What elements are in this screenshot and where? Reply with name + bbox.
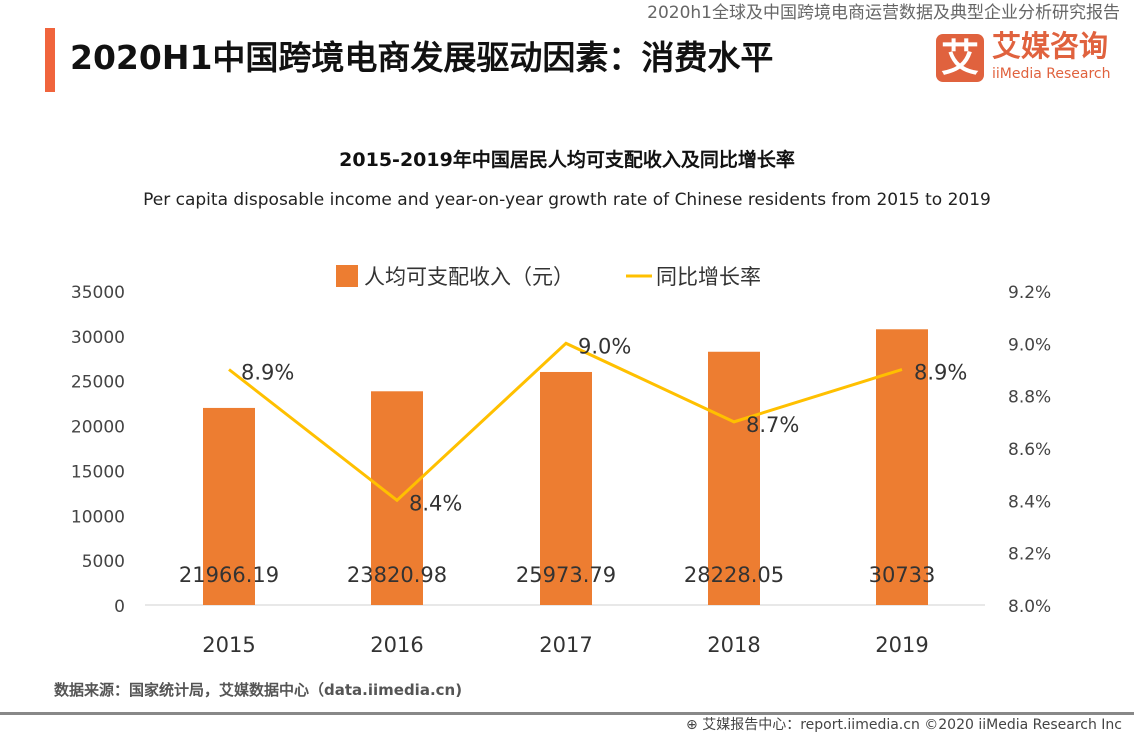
footer-credit-text: 艾媒报告中心：report.iimedia.cn ©2020 iiMedia R… xyxy=(702,717,1122,733)
growth-line xyxy=(228,341,903,503)
growth-value-label: 8.4% xyxy=(409,491,462,515)
left-tick-label: 35000 xyxy=(71,283,125,303)
footer-credit: ⊕ 艾媒报告中心：report.iimedia.cn ©2020 iiMedia… xyxy=(686,716,1122,734)
growth-value-label: 8.9% xyxy=(914,361,967,385)
left-tick-label: 20000 xyxy=(71,418,125,438)
right-tick-label: 8.2% xyxy=(1008,545,1051,565)
logo-text-cn: 艾媒咨询 xyxy=(992,29,1109,63)
report-name: 2020h1全球及中国跨境电商运营数据及典型企业分析研究报告 xyxy=(647,3,1120,23)
bar xyxy=(708,351,760,605)
right-tick-label: 9.2% xyxy=(1008,283,1051,303)
globe-icon: ⊕ xyxy=(686,717,698,733)
x-tick-label: 2015 xyxy=(202,633,255,657)
legend-bar-swatch xyxy=(336,265,358,287)
logo-text-en: iiMedia Research xyxy=(992,66,1111,82)
bar-value-label: 23820.98 xyxy=(347,563,447,587)
bar xyxy=(371,391,423,605)
footer-divider xyxy=(0,712,1134,715)
logo-icon: 艾 xyxy=(936,34,984,82)
growth-value-label: 9.0% xyxy=(578,334,631,358)
chart-title: 2015-2019年中国居民人均可支配收入及同比增长率 xyxy=(339,149,795,171)
left-tick-label: 15000 xyxy=(71,462,125,482)
bar-value-label: 28228.05 xyxy=(684,563,784,587)
bar-value-label: 25973.79 xyxy=(516,563,616,587)
page-title: 2020H1中国跨境电商发展驱动因素：消费水平 xyxy=(70,38,774,77)
left-tick-label: 0 xyxy=(114,597,125,617)
data-source: 数据来源：国家统计局，艾媒数据中心（data.iimedia.cn) xyxy=(54,681,463,699)
chart-subtitle: Per capita disposable income and year-on… xyxy=(143,190,991,210)
x-tick-label: 2019 xyxy=(875,633,928,657)
right-tick-label: 9.0% xyxy=(1008,335,1051,355)
bar xyxy=(203,407,255,605)
left-tick-label: 25000 xyxy=(71,373,125,393)
x-tick-label: 2018 xyxy=(707,633,760,657)
title-accent-bar xyxy=(45,28,55,92)
growth-value-label: 8.7% xyxy=(746,413,799,437)
bar xyxy=(540,371,592,605)
left-tick-label: 30000 xyxy=(71,328,125,348)
legend-bar-label: 人均可支配收入（元） xyxy=(364,265,574,289)
legend: 人均可支配收入（元） 同比增长率 xyxy=(336,265,761,289)
x-tick-label: 2016 xyxy=(370,633,423,657)
left-tick-label: 5000 xyxy=(82,552,125,572)
left-tick-label: 10000 xyxy=(71,507,125,527)
right-tick-label: 8.4% xyxy=(1008,492,1051,512)
bar-value-label: 30733 xyxy=(869,563,936,587)
right-tick-label: 8.6% xyxy=(1008,440,1051,460)
legend-line-label: 同比增长率 xyxy=(656,265,761,289)
bar-value-label: 21966.19 xyxy=(179,563,279,587)
right-tick-label: 8.0% xyxy=(1008,597,1051,617)
right-tick-label: 8.8% xyxy=(1008,388,1051,408)
growth-value-label: 8.9% xyxy=(241,361,294,385)
x-tick-label: 2017 xyxy=(539,633,592,657)
